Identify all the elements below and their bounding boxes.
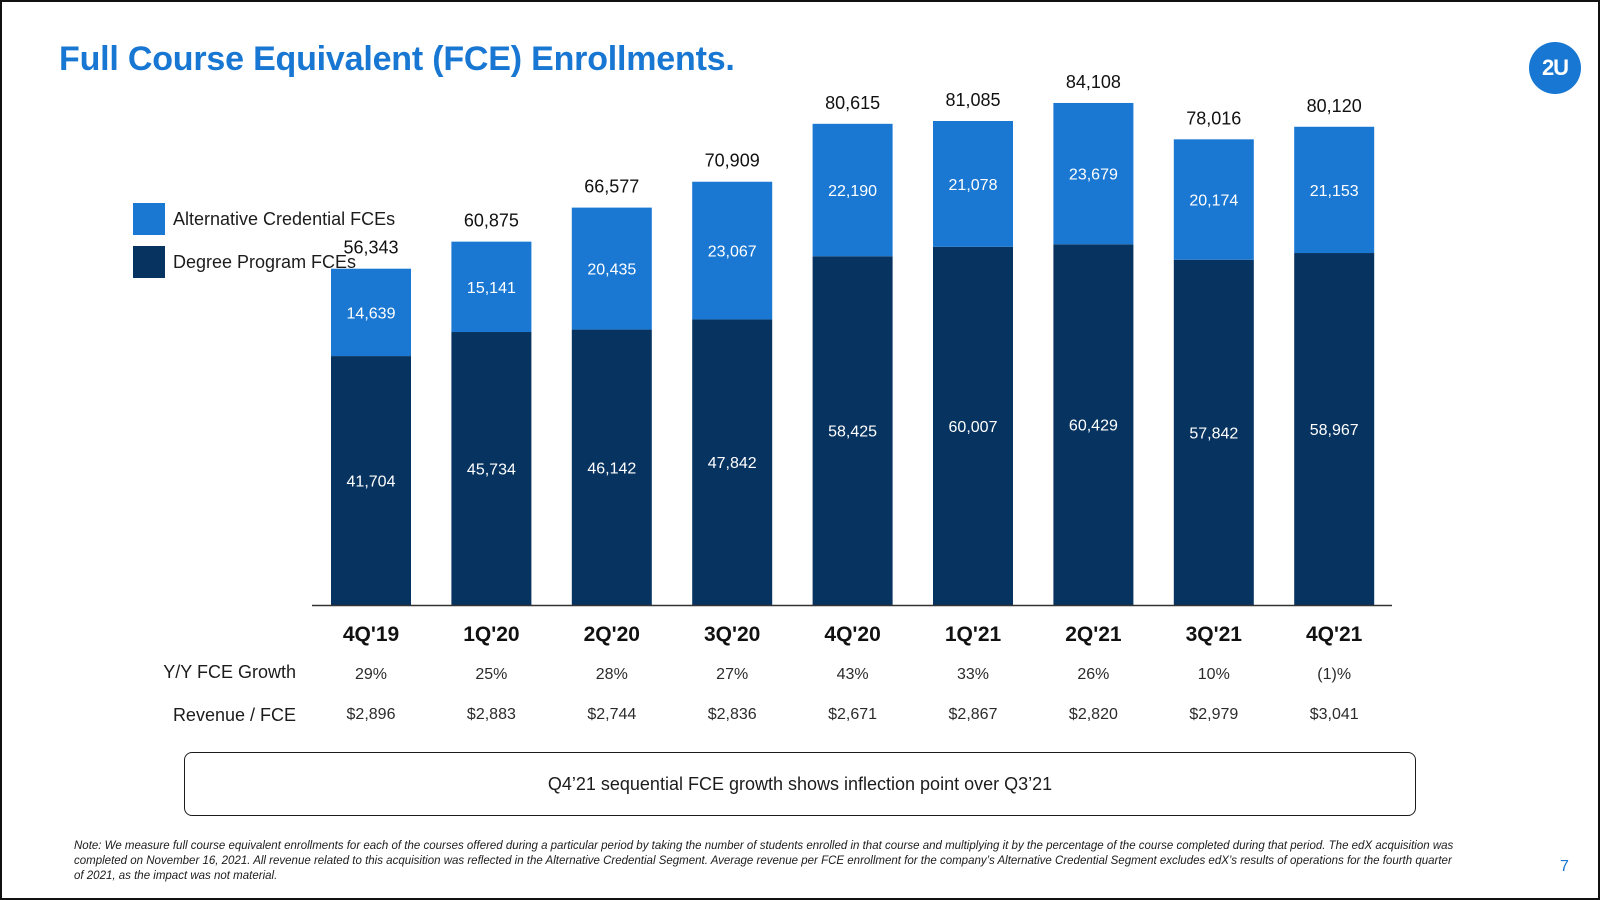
total-label: 60,875 (464, 211, 519, 231)
bar-alternative-credential (812, 123, 893, 257)
legend-swatch-alternative-credential (133, 203, 165, 235)
total-label: 56,343 (343, 238, 398, 258)
category-tick-label: 2Q'21 (1065, 623, 1122, 646)
total-label: 84,108 (1066, 72, 1121, 92)
total-label: 66,577 (584, 177, 639, 197)
bar-degree-program (331, 356, 411, 605)
yoy-growth-row-label: Y/Y FCE Growth (163, 662, 296, 682)
legend-item-alternative-credential: Alternative Credential FCEs (133, 203, 395, 235)
data-label-degree-program: 57,842 (1189, 425, 1238, 442)
bar-alternative-credential (1294, 126, 1375, 254)
bar-alternative-credential (331, 268, 411, 357)
yoy-growth-value: 25% (475, 666, 508, 683)
callout-box: Q4’21 sequential FCE growth shows inflec… (184, 752, 1416, 816)
yoy-growth-value: 28% (595, 666, 628, 683)
data-label-alternative-credential: 21,153 (1310, 183, 1359, 200)
data-label-degree-program: 58,425 (828, 424, 877, 441)
revenue-per-fce-value: $2,744 (587, 706, 637, 723)
legend-swatch-degree-program (133, 246, 165, 278)
total-label: 80,120 (1307, 96, 1362, 116)
yoy-growth-value: (1)% (1317, 666, 1352, 683)
data-label-degree-program: 58,967 (1310, 422, 1359, 439)
yoy-growth-value: 26% (1077, 666, 1110, 683)
total-label: 81,085 (945, 90, 1000, 110)
data-label-degree-program: 41,704 (347, 474, 396, 491)
revenue-per-fce-value: $2,820 (1068, 706, 1118, 723)
bar-degree-program (451, 332, 532, 605)
legend-label-alternative-credential: Alternative Credential FCEs (173, 208, 396, 229)
data-label-alternative-credential: 23,067 (708, 244, 757, 261)
bar-degree-program (1053, 244, 1134, 605)
revenue-per-fce-value: $2,979 (1189, 706, 1239, 723)
bar-degree-program (571, 329, 652, 605)
data-label-alternative-credential: 22,190 (828, 183, 877, 200)
revenue-per-fce-row-label: Revenue / FCE (172, 705, 296, 725)
bar-degree-program (812, 256, 893, 605)
legend-item-degree-program: Degree Program FCEs (133, 246, 356, 278)
legend-label-degree-program: Degree Program FCEs (173, 251, 357, 272)
revenue-per-fce-value: $3,041 (1309, 706, 1359, 723)
data-label-degree-program: 60,007 (949, 419, 998, 436)
slide-title: Full Course Equivalent (FCE) Enrollments… (59, 40, 735, 78)
data-label-alternative-credential: 20,174 (1189, 193, 1238, 210)
category-tick-label: 1Q'20 (463, 623, 519, 646)
total-label: 80,615 (825, 93, 880, 113)
data-label-alternative-credential: 15,141 (467, 280, 516, 297)
total-label: 78,016 (1186, 108, 1241, 128)
data-label-degree-program: 45,734 (467, 462, 516, 479)
bar-degree-program (1294, 253, 1375, 605)
yoy-growth-value: 27% (716, 666, 749, 683)
data-label-degree-program: 60,429 (1069, 418, 1118, 435)
bar-degree-program (692, 319, 773, 605)
bar-alternative-credential (933, 121, 1013, 247)
category-tick-label: 4Q'19 (343, 623, 399, 646)
bar-alternative-credential (571, 207, 652, 330)
revenue-per-fce-value: $2,896 (346, 706, 396, 723)
revenue-per-fce-value: $2,671 (828, 706, 878, 723)
data-label-alternative-credential: 20,435 (587, 262, 636, 279)
revenue-per-fce-value: $2,836 (707, 706, 757, 723)
data-label-degree-program: 47,842 (708, 455, 757, 472)
yoy-growth-value: 33% (956, 666, 990, 683)
bar-alternative-credential (692, 181, 773, 320)
footnote: Note: We measure full course equivalent … (74, 840, 1454, 882)
yoy-growth-value: 10% (1197, 666, 1230, 683)
bar-degree-program (1173, 259, 1254, 605)
yoy-growth-value: 43% (836, 666, 869, 683)
data-label-alternative-credential: 23,679 (1069, 167, 1118, 184)
category-tick-label: 4Q'20 (824, 623, 880, 646)
category-tick-label: 1Q'21 (945, 623, 1002, 646)
yoy-growth-value: 29% (354, 666, 388, 683)
page-number: 7 (1560, 858, 1569, 875)
category-tick-label: 4Q'21 (1306, 623, 1363, 646)
bar-alternative-credential (1173, 139, 1254, 260)
data-label-alternative-credential: 14,639 (347, 305, 396, 322)
category-tick-label: 2Q'20 (584, 623, 640, 646)
total-label: 70,909 (705, 151, 760, 171)
bar-degree-program (933, 246, 1013, 605)
revenue-per-fce-value: $2,883 (466, 706, 516, 723)
data-label-degree-program: 46,142 (587, 460, 636, 477)
bar-alternative-credential (451, 241, 532, 333)
data-label-alternative-credential: 21,078 (949, 177, 998, 194)
bar-alternative-credential (1053, 102, 1134, 245)
company-logo: 2U (1529, 42, 1581, 94)
category-tick-label: 3Q'20 (704, 623, 760, 646)
revenue-per-fce-value: $2,867 (948, 706, 998, 723)
category-tick-label: 3Q'21 (1186, 623, 1243, 646)
